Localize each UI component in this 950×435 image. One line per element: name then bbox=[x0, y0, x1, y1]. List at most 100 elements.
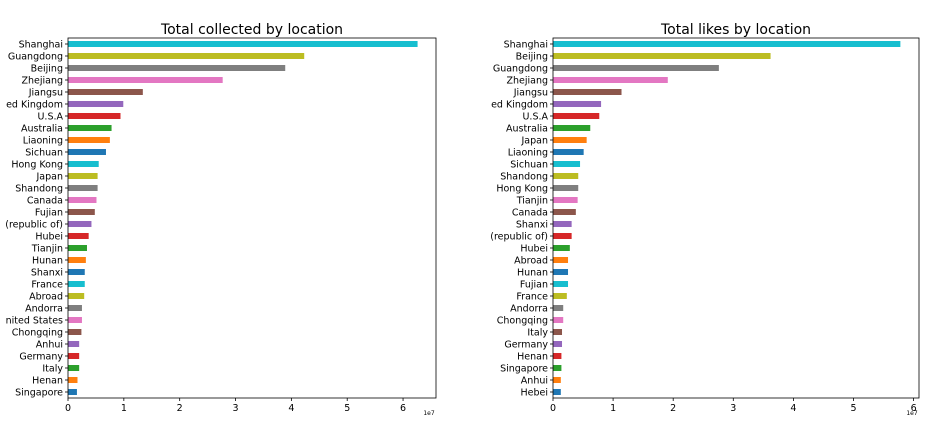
bar bbox=[68, 137, 110, 143]
y-tick-label: Singapore bbox=[500, 364, 548, 375]
bar bbox=[553, 317, 564, 323]
axes-frame bbox=[67, 37, 437, 399]
bar bbox=[68, 221, 92, 227]
y-tick-label: Germany bbox=[504, 340, 548, 351]
bar bbox=[553, 41, 901, 47]
bar bbox=[68, 65, 286, 71]
y-tick-label: ed Kingdom bbox=[491, 100, 548, 111]
y-tick-label: Germany bbox=[19, 352, 63, 363]
y-tick-label: Hebei bbox=[520, 388, 548, 399]
bar bbox=[553, 161, 581, 167]
axes-frame bbox=[552, 37, 920, 399]
bar bbox=[553, 377, 561, 383]
bar bbox=[553, 245, 570, 251]
x-tick-label: 6 bbox=[911, 403, 917, 414]
bar bbox=[68, 149, 106, 155]
bar bbox=[68, 89, 143, 95]
bar bbox=[68, 389, 77, 395]
bar bbox=[68, 329, 82, 335]
bar bbox=[553, 389, 561, 395]
bar bbox=[553, 89, 622, 95]
bar bbox=[553, 101, 602, 107]
y-tick-label: (republic of) bbox=[5, 220, 63, 231]
y-tick-label: Italy bbox=[42, 364, 63, 375]
y-tick-label: France bbox=[31, 280, 63, 291]
y-tick-label: Australia bbox=[506, 124, 548, 135]
y-tick-label: France bbox=[516, 292, 548, 303]
bar bbox=[553, 281, 569, 287]
y-tick-label: Guangdong bbox=[493, 64, 548, 75]
bar bbox=[68, 113, 121, 119]
y-tick-label: U.S.A bbox=[522, 112, 548, 123]
y-tick-label: Fujian bbox=[520, 280, 548, 291]
x-tick-label: 0 bbox=[65, 403, 71, 414]
bar bbox=[68, 341, 80, 347]
y-tick-label: Sichuan bbox=[510, 160, 548, 171]
x-tick-label: 5 bbox=[344, 403, 350, 414]
bar bbox=[68, 281, 85, 287]
bar bbox=[68, 173, 98, 179]
bar bbox=[553, 149, 584, 155]
y-tick-label: Zhejiang bbox=[506, 76, 548, 87]
bar bbox=[68, 53, 305, 59]
bar bbox=[553, 305, 564, 311]
y-tick-label: Henan bbox=[517, 352, 548, 363]
y-tick-label: Guangdong bbox=[8, 52, 63, 63]
bar bbox=[68, 245, 87, 251]
y-tick-label: ed Kingdom bbox=[6, 100, 63, 111]
bar bbox=[553, 257, 569, 263]
y-tick-label: Tianjin bbox=[31, 244, 63, 255]
x-scale-label: 1e7 bbox=[906, 410, 918, 417]
x-tick-label: 0 bbox=[550, 403, 556, 414]
x-tick-label: 4 bbox=[288, 403, 294, 414]
y-tick-label: Shandong bbox=[500, 172, 548, 183]
y-tick-label: (republic of) bbox=[490, 232, 548, 243]
y-tick-label: Italy bbox=[527, 328, 548, 339]
y-tick-label: Hong Kong bbox=[496, 184, 548, 195]
bar bbox=[68, 209, 95, 215]
y-tick-label: Jiangsu bbox=[513, 88, 548, 99]
x-tick-label: 3 bbox=[730, 403, 736, 414]
bar bbox=[68, 101, 124, 107]
y-tick-label: Shanxi bbox=[31, 268, 63, 279]
bar bbox=[68, 125, 112, 131]
bar bbox=[553, 293, 567, 299]
y-tick-label: Hubei bbox=[35, 232, 63, 243]
y-tick-label: Abroad bbox=[514, 256, 548, 267]
bar bbox=[68, 269, 85, 275]
chart-title: Total likes by location bbox=[660, 22, 811, 38]
bar bbox=[68, 293, 85, 299]
bar bbox=[553, 353, 562, 359]
y-tick-label: Shanghai bbox=[19, 40, 63, 51]
y-tick-label: Shanxi bbox=[516, 220, 548, 231]
bar bbox=[68, 305, 82, 311]
bar bbox=[553, 329, 563, 335]
chart-title: Total collected by location bbox=[160, 22, 343, 38]
bar bbox=[68, 197, 97, 203]
bar bbox=[553, 185, 579, 191]
y-tick-label: Beijing bbox=[516, 52, 548, 63]
y-tick-label: Canada bbox=[512, 208, 548, 219]
y-tick-label: Canada bbox=[27, 196, 63, 207]
y-tick-label: Chongqing bbox=[12, 328, 63, 339]
y-tick-label: Jiangsu bbox=[28, 88, 63, 99]
bar bbox=[68, 185, 98, 191]
bar bbox=[553, 197, 578, 203]
bar bbox=[553, 77, 668, 83]
x-tick-label: 3 bbox=[233, 403, 239, 414]
x-tick-label: 1 bbox=[610, 403, 616, 414]
likes-chart: Total likes by location 1e7 ShanghaiBeij… bbox=[490, 22, 920, 417]
bar bbox=[68, 257, 86, 263]
y-tick-label: Liaoning bbox=[23, 136, 63, 147]
bar bbox=[553, 125, 591, 131]
y-tick-label: Hunan bbox=[32, 256, 63, 267]
y-tick-label: Fujian bbox=[35, 208, 63, 219]
y-tick-label: Sichuan bbox=[25, 148, 63, 159]
y-tick-label: Hong Kong bbox=[11, 160, 63, 171]
bar bbox=[553, 269, 569, 275]
y-tick-label: Shanghai bbox=[504, 40, 548, 51]
x-tick-label: 6 bbox=[400, 403, 406, 414]
y-tick-label: Shandong bbox=[15, 184, 63, 195]
y-tick-label: Anhui bbox=[36, 340, 63, 351]
bar bbox=[553, 221, 572, 227]
